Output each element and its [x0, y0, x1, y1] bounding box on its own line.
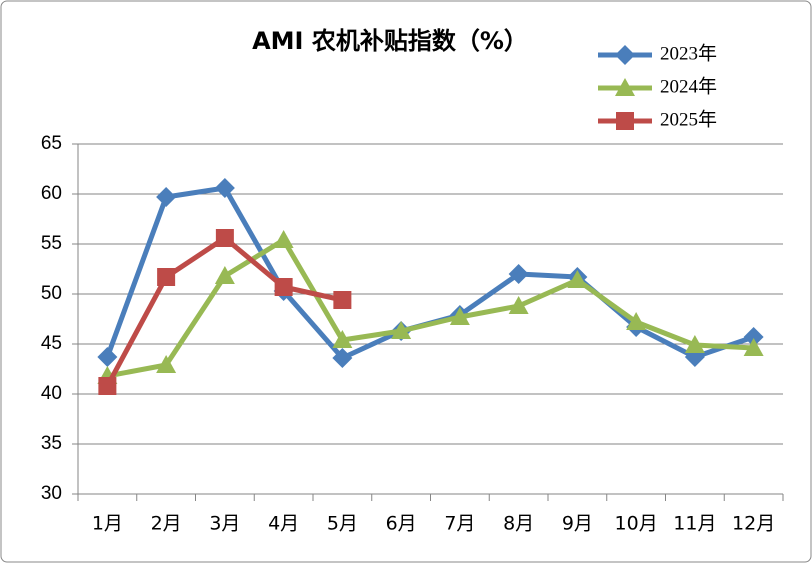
legend-marker — [615, 45, 635, 65]
data-point — [156, 187, 177, 207]
data-point — [97, 347, 118, 367]
y-tick-label: 45 — [41, 333, 62, 354]
data-point — [156, 355, 177, 373]
series-line — [106, 237, 754, 379]
y-tick-label: 60 — [41, 183, 62, 204]
data-point — [391, 321, 412, 339]
data-point — [274, 278, 293, 296]
data-point — [684, 335, 705, 353]
data-point — [273, 230, 294, 248]
legend-marker — [616, 112, 634, 130]
y-tick-label: 55 — [41, 233, 62, 254]
data-point — [333, 291, 352, 309]
x-tick-label: 7月 — [444, 513, 475, 535]
data-point — [214, 266, 235, 284]
legend-label: 2023年 — [660, 42, 717, 64]
x-tick-label: 10月 — [615, 513, 658, 535]
y-tick-label: 30 — [41, 483, 62, 504]
legend-marker — [615, 78, 635, 96]
x-tick-label: 2月 — [151, 513, 182, 535]
x-tick-label: 6月 — [386, 513, 417, 535]
data-point — [215, 229, 234, 247]
x-tick-label: 8月 — [503, 513, 534, 535]
x-tick-label: 9月 — [562, 513, 593, 535]
legend-label: 2024年 — [660, 75, 717, 97]
y-tick-label: 65 — [41, 133, 62, 154]
data-point — [743, 327, 764, 347]
data-point — [626, 312, 647, 330]
y-tick-label: 35 — [41, 433, 62, 454]
x-tick-label: 12月 — [732, 513, 775, 535]
legend-label: 2025年 — [660, 108, 717, 130]
data-point — [567, 270, 588, 288]
data-point — [508, 296, 529, 314]
chart-title: AMI 农机补贴指数（%） — [252, 27, 528, 55]
x-tick-label: 1月 — [92, 513, 123, 535]
y-tick-label: 40 — [41, 383, 62, 404]
data-point — [98, 377, 117, 395]
data-point — [157, 268, 176, 286]
data-point — [449, 307, 470, 325]
data-point — [743, 338, 764, 356]
x-tick-label: 4月 — [268, 513, 299, 535]
y-tick-label: 50 — [41, 283, 62, 304]
data-point — [332, 348, 353, 368]
data-point — [214, 178, 235, 198]
x-tick-label: 11月 — [673, 513, 716, 535]
x-tick-label: 3月 — [209, 513, 240, 535]
data-point — [332, 330, 353, 348]
x-tick-label: 5月 — [327, 513, 358, 535]
data-point — [508, 264, 529, 284]
